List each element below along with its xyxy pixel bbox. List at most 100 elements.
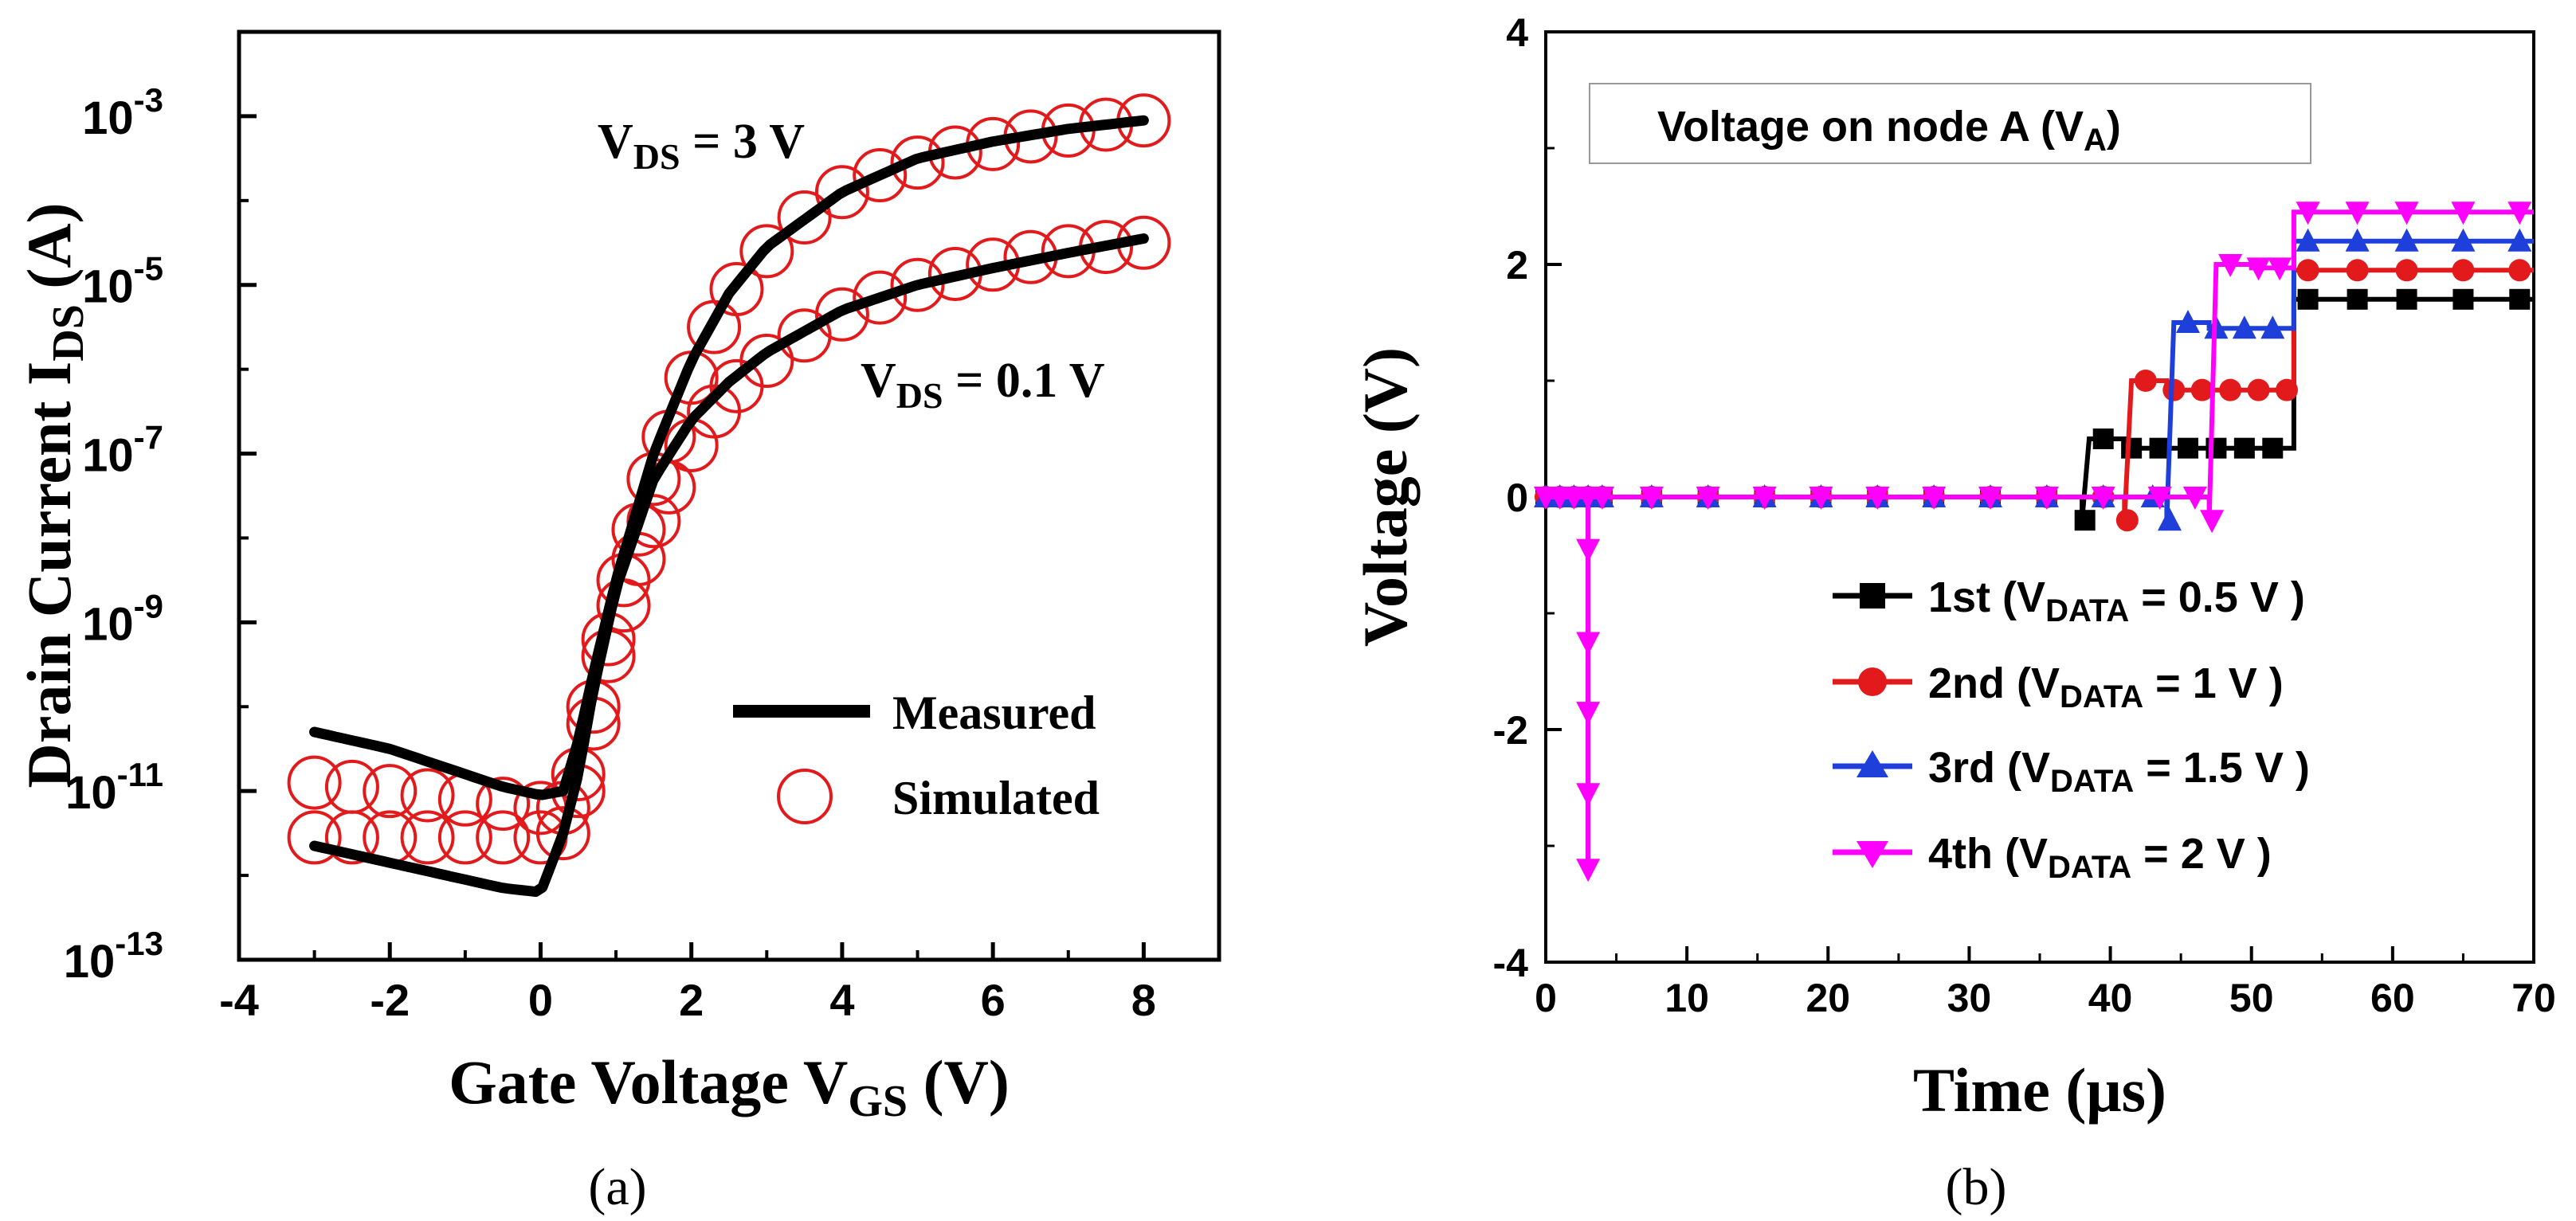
legend-entry-2nd: 2nd (VDATA = 1 V ) xyxy=(1833,659,2284,714)
panel-a: -4 -2 0 2 4 6 8 10-13 10-11 10-9 10-7 10-5 10-3 VDS … xyxy=(14,29,1221,1216)
series-marker-4th xyxy=(2034,487,2059,510)
series-marker-3rd xyxy=(2260,315,2285,339)
panel-a-annotations: VDS = 3 V VDS = 0.1 V xyxy=(598,115,1105,416)
series-marker-4th xyxy=(2091,487,2115,510)
series-marker-4th xyxy=(1590,487,1614,510)
annotation-box-text: Voltage on node A (VA) xyxy=(1657,103,2121,158)
series-marker-4th xyxy=(2451,202,2476,225)
measured-line-0 xyxy=(309,115,1149,800)
simulated-point xyxy=(324,810,379,865)
series-marker-1st xyxy=(2262,437,2284,459)
simulated-point xyxy=(437,810,492,865)
x-tick-label: 20 xyxy=(1806,976,1850,1020)
y-tick-label: 10-9 xyxy=(82,587,163,650)
series-marker-4th xyxy=(2246,257,2271,281)
panel-b-annotation-box: Voltage on node A (VA) xyxy=(1589,83,2311,164)
simulated-point xyxy=(476,777,531,832)
series-marker-4th xyxy=(1922,487,1947,510)
x-tick-label: 30 xyxy=(1947,976,1992,1020)
series-marker-3rd xyxy=(2507,228,2532,252)
simulated-point xyxy=(400,810,455,865)
series-marker-3rd xyxy=(2176,310,2200,333)
legend-3rd-label: 3rd (VDATA = 1.5 V ) xyxy=(1928,744,2310,799)
series-marker-4th xyxy=(1865,487,1890,510)
series-marker-4th xyxy=(1978,487,2002,510)
panel-a-legend: Measured Simulated xyxy=(733,687,1100,824)
x-tick-label: 0 xyxy=(528,975,553,1025)
simulated-point xyxy=(890,257,945,312)
panel-a-tick-labels: -4 -2 0 2 4 6 8 10-13 10-11 10-9 10-7 10-5 10-3 xyxy=(64,81,1156,1025)
simulated-point xyxy=(890,135,945,190)
x-tick-label: 60 xyxy=(2370,976,2415,1020)
series-marker-4th xyxy=(2296,202,2320,225)
series-marker-1st xyxy=(2396,288,2417,310)
legend-entry-1st: 1st (VDATA = 0.5 V ) xyxy=(1833,573,2305,628)
series-marker-4th xyxy=(2394,202,2419,225)
series-marker-2nd xyxy=(2162,378,2186,401)
spike-marker-4th xyxy=(1576,702,1601,726)
x-tick-label: 8 xyxy=(1131,975,1156,1025)
series-marker-1st xyxy=(2074,510,2096,531)
series-marker-3rd xyxy=(2394,228,2419,252)
series-marker-2nd xyxy=(2134,370,2157,392)
series-marker-4th xyxy=(2182,487,2207,510)
y-tick-label: 10-5 xyxy=(82,250,163,313)
measured-line-1 xyxy=(309,233,1149,898)
series-marker-1st xyxy=(2297,288,2319,310)
x-tick-label: -4 xyxy=(219,975,259,1025)
x-tick-label: 2 xyxy=(679,975,704,1025)
legend-entry-4th: 4th (VDATA = 2 V ) xyxy=(1833,830,2272,885)
simulated-point xyxy=(814,287,869,342)
panel-a-frame xyxy=(237,29,1221,962)
simulated-point xyxy=(853,270,908,325)
x-tick-label: 50 xyxy=(2229,976,2274,1020)
simulated-point xyxy=(626,494,681,549)
legend-measured-label: Measured xyxy=(892,687,1096,739)
series-marker-4th xyxy=(2147,487,2172,510)
series-marker-2nd xyxy=(2346,259,2369,282)
panel-b-x-axis-label: Time (μs) xyxy=(1913,1055,2166,1125)
panel-b-caption: (b) xyxy=(1946,1158,2007,1216)
series-marker-4th xyxy=(1752,487,1777,510)
legend-simulated-marker xyxy=(777,769,833,824)
x-tick-label: 40 xyxy=(2088,976,2133,1020)
series-marker-4th xyxy=(2507,202,2532,225)
simulated-point xyxy=(814,165,869,220)
simulated-point xyxy=(287,810,342,865)
legend-simulated-label: Simulated xyxy=(892,772,1100,824)
series-marker-1st xyxy=(2509,288,2531,310)
y-tick-label: 0 xyxy=(1506,475,1528,520)
y-tick-label: 2 xyxy=(1506,243,1528,288)
panel-a-y-axis-label: Drain Current IDS (A) xyxy=(14,202,93,788)
legend-entry-3rd: 3rd (VDATA = 1.5 V ) xyxy=(1833,744,2310,799)
panel-b-series xyxy=(1534,202,2534,882)
series-marker-4th xyxy=(2200,510,2225,534)
series-marker-1st xyxy=(2233,437,2255,459)
series-marker-1st xyxy=(2452,288,2474,310)
simulated-point xyxy=(739,224,794,279)
series-marker-4th xyxy=(1639,487,1664,510)
simulated-point xyxy=(535,806,590,861)
simulated-point xyxy=(777,190,832,245)
legend-4th-marker xyxy=(1857,841,1888,868)
legend-1st-marker xyxy=(1860,583,1885,609)
spike-marker-4th xyxy=(1576,538,1601,562)
series-marker-1st xyxy=(2347,288,2368,310)
y-tick-label: 10-7 xyxy=(82,419,163,482)
series-marker-2nd xyxy=(2115,509,2139,532)
series-marker-2nd xyxy=(2247,378,2270,401)
series-marker-1st xyxy=(2121,437,2143,459)
series-marker-2nd xyxy=(2219,378,2242,401)
series-marker-4th xyxy=(1809,487,1833,510)
series-marker-4th xyxy=(2268,257,2292,281)
legend-2nd-marker xyxy=(1858,667,1887,696)
series-marker-4th xyxy=(2345,202,2370,225)
y-tick-label: -2 xyxy=(1493,708,1528,753)
y-tick-label: 10-11 xyxy=(65,756,163,819)
series-marker-1st xyxy=(2092,429,2114,449)
simulated-point xyxy=(739,334,794,389)
series-marker-3rd xyxy=(2232,315,2256,339)
vds-0.1v-label: VDS = 0.1 V xyxy=(861,354,1105,416)
x-tick-label: 0 xyxy=(1535,976,1557,1020)
